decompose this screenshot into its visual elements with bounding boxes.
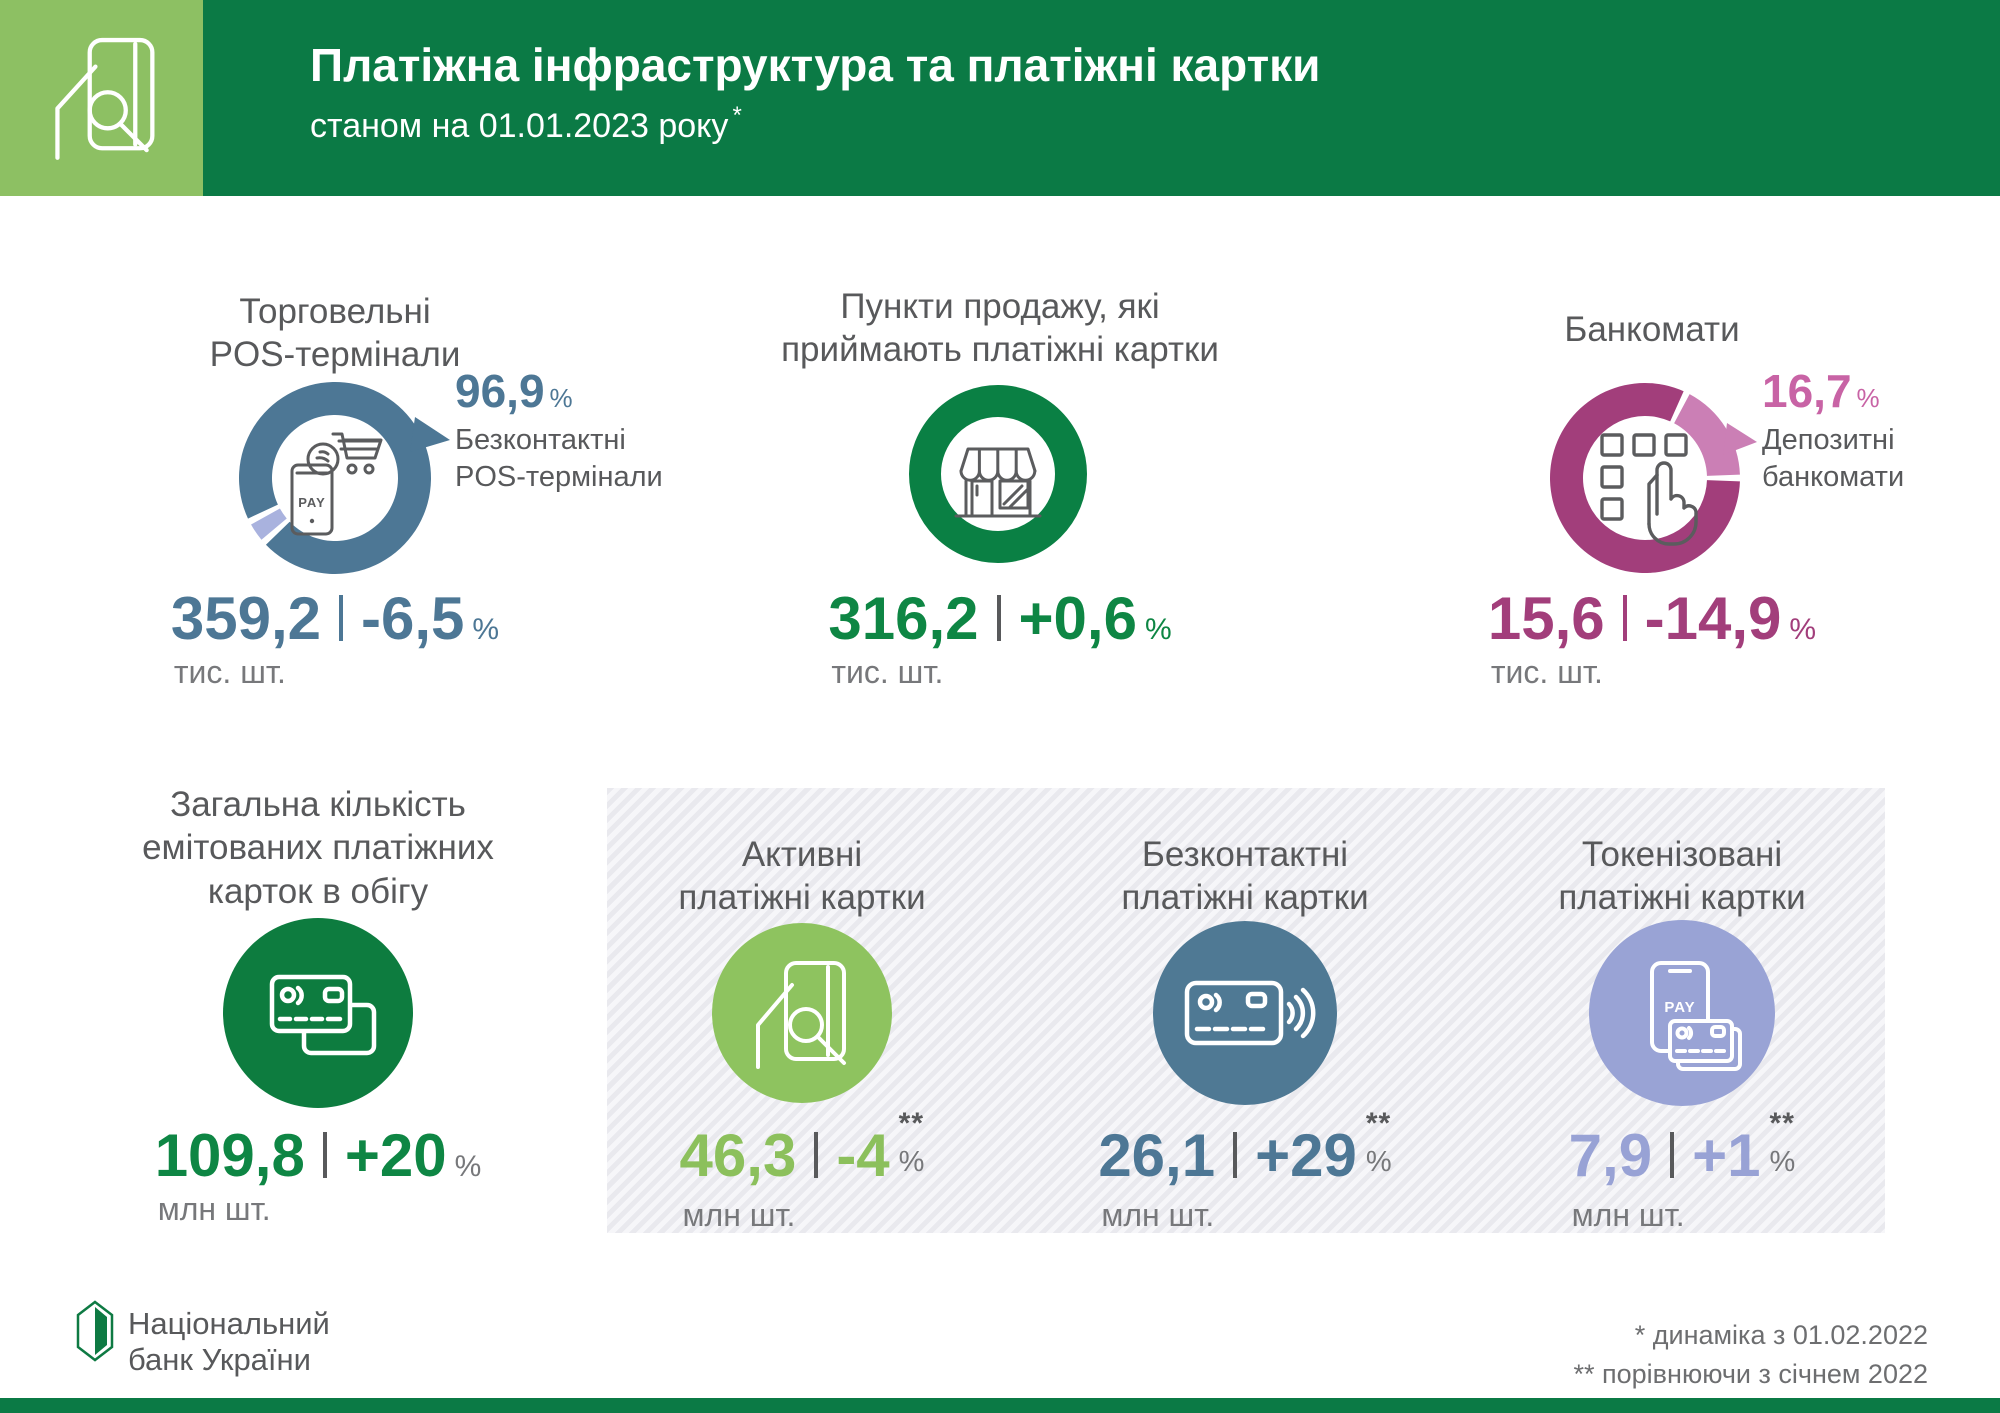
phone-pay-cart-icon: PAY [290,432,383,536]
stat-change: -6,5 [361,585,465,652]
stat-value: 359,2 [170,585,322,652]
stat-value: 26,1 [1098,1122,1216,1189]
stat-unit: млн шт. [1101,1197,1215,1233]
footnotes: * динаміка з 01.02.2022 ** порівнюючи з … [1574,1316,1928,1394]
issued-cards-icon-circle [223,918,413,1108]
stat-divider [1670,1132,1675,1178]
stat-change: +1 [1692,1122,1761,1189]
callout-value: 16,7 [1762,365,1852,417]
stat-unit: млн шт. [1571,1197,1685,1233]
footnote-2: ** порівнюючи з січнем 2022 [1573,1359,1928,1390]
page-subtitle: станом на 01.01.2023 року * [310,102,742,145]
payment-cards-icon [269,974,377,1056]
contactless-cards-stat: 26,1 +29 **% млн шт. [1045,1109,1445,1234]
page-title: Платіжна інфраструктура та платіжні карт… [310,39,1321,91]
stat-value: 316,2 [828,585,979,652]
stat-footnote-percent: **% [1365,1107,1392,1178]
contactless-card-icon [1184,980,1316,1046]
pos-terminals-donut-chart: PAY [238,382,431,575]
atm-title: Банкомати [1564,310,1740,349]
active-cards-stat: 46,3 -4 **% млн шт. [602,1109,1002,1234]
stat-divider [1233,1132,1238,1178]
stat-divider [339,595,344,641]
phone-pay-card-icon: PAY [1650,961,1742,1071]
stat-footnote-percent: **% [898,1107,925,1178]
active-cards-icon-circle [712,923,892,1103]
stat-value: 46,3 [679,1122,797,1189]
contactless-cards-title: Безконтактні платіжні картки [1121,835,1369,918]
stat-value: 109,8 [154,1122,305,1189]
stat-unit: млн шт. [157,1191,271,1227]
storefront-icon [954,447,1042,518]
subtitle-footnote-mark: * [732,102,742,129]
active-cards-title: Активні платіжні картки [678,835,926,918]
stat-unit: млн шт. [682,1197,796,1233]
stat-change: +0,6 [1018,585,1137,652]
pos-contactless-callout: 96,9% Безконтактні POS-термінали [455,368,745,496]
callout-label: Депозитні банкомати [1762,424,1905,494]
pos-points-ring-chart [909,385,1087,563]
stat-value: 15,6 [1487,585,1605,652]
stat-divider [322,1132,327,1178]
nbu-logo-icon [76,1300,114,1362]
svg-text:PAY: PAY [298,495,326,510]
svg-text:PAY: PAY [1664,999,1695,1016]
callout-value: 96,9 [455,365,545,417]
hand-card-icon [756,961,846,1069]
stat-change: -4 [836,1122,890,1189]
atm-keypad-hand-icon [1600,433,1698,546]
stat-divider [814,1132,819,1178]
bottom-green-bar [0,1398,2000,1413]
tokenized-cards-icon-circle: PAY [1589,920,1775,1106]
issued-cards-title: Загальна кількість емітованих платіжних … [142,785,494,911]
footnote-1: * динаміка з 01.02.2022 [1634,1320,1928,1350]
atm-stat: 15,6 -14,9% тис. шт. [1487,585,1817,691]
pos-callout-arrow-icon [410,417,450,452]
hand-card-icon [55,37,155,160]
stat-unit: тис. шт. [1490,654,1603,690]
tokenized-cards-title: Токенізовані платіжні картки [1558,835,1806,918]
pos-points-stat: 316,2 +0,6% тис. шт. [828,585,1172,691]
stat-unit: тис. шт. [173,654,286,690]
pos-points-title: Пункти продажу, які приймають платіжні к… [781,287,1219,370]
pos-terminals-stat: 359,2 -6,5% тис. шт. [170,585,500,691]
atm-deposit-callout: 16,7% Депозитні банкомати [1762,368,2000,496]
header-banner: Платіжна інфраструктура та платіжні карт… [0,0,2000,196]
atm-callout-arrow-icon [1723,423,1757,455]
stat-value: 7,9 [1568,1122,1653,1189]
stat-divider [996,595,1001,641]
issued-cards-stat: 109,8 +20% млн шт. [154,1122,482,1228]
tokenized-cards-stat: 7,9 +1 **% млн шт. [1482,1109,1882,1234]
atm-donut-chart [1549,382,1740,573]
brand-tile [0,0,203,196]
stat-footnote-percent: **% [1769,1107,1796,1178]
stat-unit: тис. шт. [831,654,944,690]
contactless-cards-icon-circle [1153,921,1337,1105]
stat-divider [1622,595,1627,641]
callout-label: Безконтактні POS-термінали [455,424,663,494]
stat-change: -14,9 [1644,585,1782,652]
pos-terminals-title: Торговельні POS-термінали [209,292,461,375]
nbu-name: Національний банк України [128,1306,330,1377]
stat-change: +29 [1255,1122,1357,1189]
stat-change: +20 [344,1122,447,1189]
